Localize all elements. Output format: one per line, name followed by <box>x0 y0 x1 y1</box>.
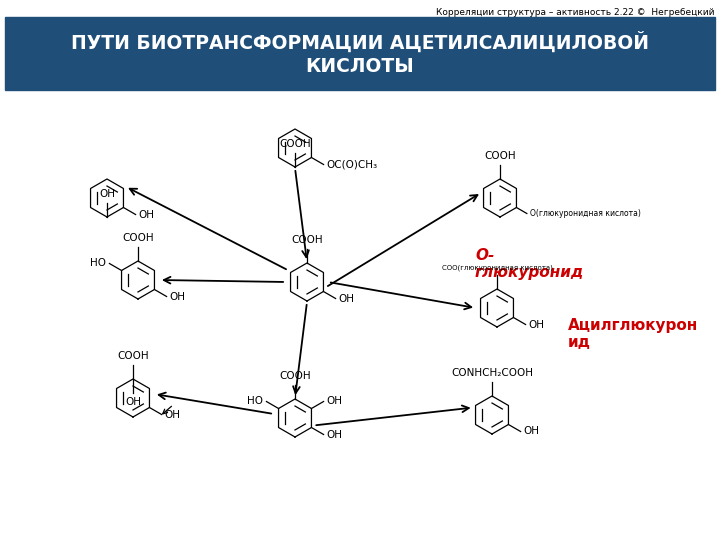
Text: О-
глюкуронид: О- глюкуронид <box>475 248 584 280</box>
Text: OC(O)CH₃: OC(O)CH₃ <box>327 159 378 170</box>
Text: O(глюкуронидная кислота): O(глюкуронидная кислота) <box>530 209 641 218</box>
Text: OH: OH <box>327 429 343 440</box>
Text: CONHCH₂COOH: CONHCH₂COOH <box>451 368 533 378</box>
Text: COOH: COOH <box>117 351 149 361</box>
FancyBboxPatch shape <box>5 17 715 90</box>
Text: OH: OH <box>138 210 155 219</box>
Text: COOH: COOH <box>291 235 323 245</box>
Text: COOH: COOH <box>122 233 154 243</box>
Text: OH: OH <box>327 396 343 407</box>
Text: OH: OH <box>165 409 181 420</box>
Text: OH: OH <box>99 189 115 199</box>
Text: Ацилглюкурон
ид: Ацилглюкурон ид <box>568 318 698 350</box>
Text: OH: OH <box>170 292 186 301</box>
Text: COO(глюкуронидная кислота): COO(глюкуронидная кислота) <box>441 265 552 271</box>
Text: HO: HO <box>91 259 107 268</box>
Text: OH: OH <box>528 320 544 329</box>
Text: OH: OH <box>523 427 539 436</box>
Text: COOH: COOH <box>279 371 311 381</box>
Text: OH: OH <box>125 397 141 407</box>
Text: Корреляции структура – активность 2.22 ©  Негребецкий: Корреляции структура – активность 2.22 ©… <box>436 8 715 17</box>
Text: OH: OH <box>338 294 354 303</box>
Text: HO: HO <box>248 396 264 407</box>
Text: COOH: COOH <box>484 151 516 161</box>
Text: COOH: COOH <box>279 139 311 149</box>
Text: ПУТИ БИОТРАНСФОРМАЦИИ АЦЕТИЛСАЛИЦИЛОВОЙ
КИСЛОТЫ: ПУТИ БИОТРАНСФОРМАЦИИ АЦЕТИЛСАЛИЦИЛОВОЙ … <box>71 32 649 76</box>
